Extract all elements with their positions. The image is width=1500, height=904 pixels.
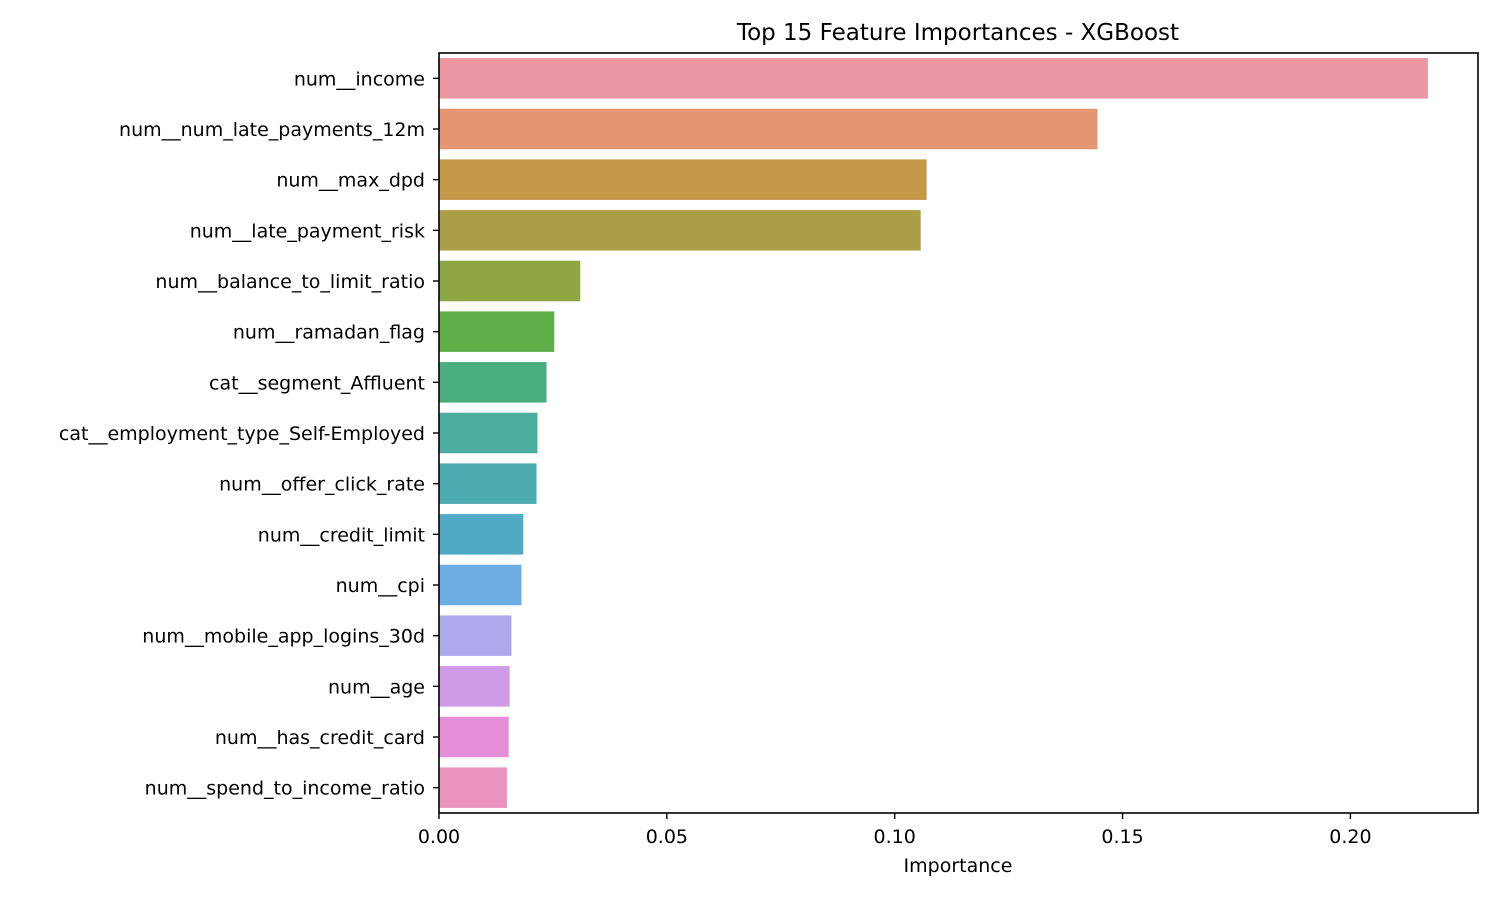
bar-num__max_dpd (439, 159, 927, 200)
x-axis: 0.00 0.05 0.10 0.15 0.20 (418, 813, 1372, 848)
bar-num__cpi (439, 564, 522, 606)
x-tick-label: 0.05 (646, 826, 688, 848)
y-tick-label: num__spend_to_income_ratio (145, 778, 425, 800)
plot-frame (438, 52, 1479, 814)
bar-num__has_credit_card (439, 716, 509, 758)
y-tick-label: num__ramadan_flag (233, 322, 425, 344)
bar-num__ramadan_flag (439, 311, 555, 352)
x-axis-label: Importance (904, 855, 1013, 877)
bar-num__age (439, 666, 510, 707)
y-tick-label: num__mobile_app_logins_30d (142, 626, 425, 648)
x-tick-label: 0.15 (1101, 826, 1143, 848)
x-tick-label: 0.10 (874, 826, 916, 848)
bar-num__offer_click_rate (439, 463, 537, 504)
y-tick-label: num__balance_to_limit_ratio (155, 271, 425, 293)
y-tick-label: num__offer_click_rate (219, 474, 425, 496)
y-axis: num__income num__num_late_payments_12mnum… (59, 68, 439, 800)
bar-cat__employment_type_Self-Employed (439, 412, 538, 454)
bar-num__num_late_payments_12m (439, 108, 1098, 150)
bar-num__income (439, 58, 1428, 99)
bar-num__late_payment_risk (439, 210, 921, 251)
bars-layer (439, 58, 1428, 808)
bar-num__credit_limit (439, 514, 524, 555)
y-tick-label: num__max_dpd (276, 170, 425, 192)
x-tick-label: 0.20 (1329, 826, 1371, 848)
y-tick-label: num__credit_limit (258, 524, 425, 546)
y-tick-label: num__cpi (336, 575, 425, 597)
bar-num__balance_to_limit_ratio (439, 260, 581, 302)
bar-num__mobile_app_logins_30d (439, 615, 512, 656)
y-tick-label: num__has_credit_card (215, 727, 425, 749)
y-tick-label: cat__employment_type_Self-Employed (59, 423, 425, 445)
y-tick-label: cat__segment_Affluent (209, 372, 425, 394)
y-tick-label: num__late_payment_risk (190, 220, 425, 242)
x-tick-label: 0.00 (418, 826, 460, 848)
bar-num__spend_to_income_ratio (439, 767, 507, 808)
y-tick-label: num__num_late_payments_12m (119, 119, 425, 141)
y-tick-label: num__age (328, 676, 425, 698)
chart-title: Top 15 Feature Importances - XGBoost (736, 20, 1179, 46)
bar-cat__segment_Affluent (439, 362, 547, 403)
y-tick-label: num__income (294, 68, 425, 90)
